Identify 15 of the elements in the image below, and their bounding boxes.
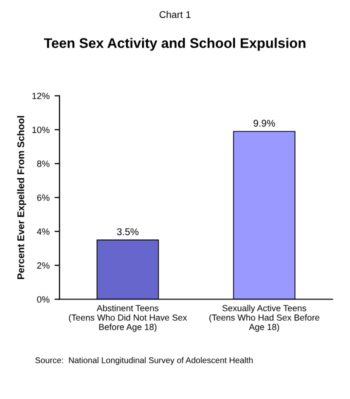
y-tick-label: 4% [36, 228, 50, 235]
chart-title: Teen Sex Activity and School Expulsion [44, 38, 306, 51]
y-tick-label: 10% [32, 126, 50, 134]
source-note: Source: National Longitudinal Survey of Adolescent Health [35, 357, 253, 365]
data-label: 9.9% [254, 120, 275, 127]
x-tick-label: Abstinent Teens (Teens Who Did Not Have Sex Before Age 18) [68, 304, 187, 332]
y-tick-label: 8% [37, 160, 50, 167]
y-tick-label: 0% [37, 296, 50, 303]
y-tick-label: 2% [37, 262, 50, 269]
chart-subtitle: Chart 1 [160, 10, 190, 18]
y-tick-label: 12% [32, 92, 50, 100]
y-tick-label: 6% [37, 194, 50, 201]
x-tick-label: Sexually Active Teens (Teens Who Had Sex Before Age 18) [209, 304, 320, 332]
data-label: 3.5% [117, 228, 138, 236]
y-axis-title: Percent Ever Expelled From School [17, 116, 26, 279]
